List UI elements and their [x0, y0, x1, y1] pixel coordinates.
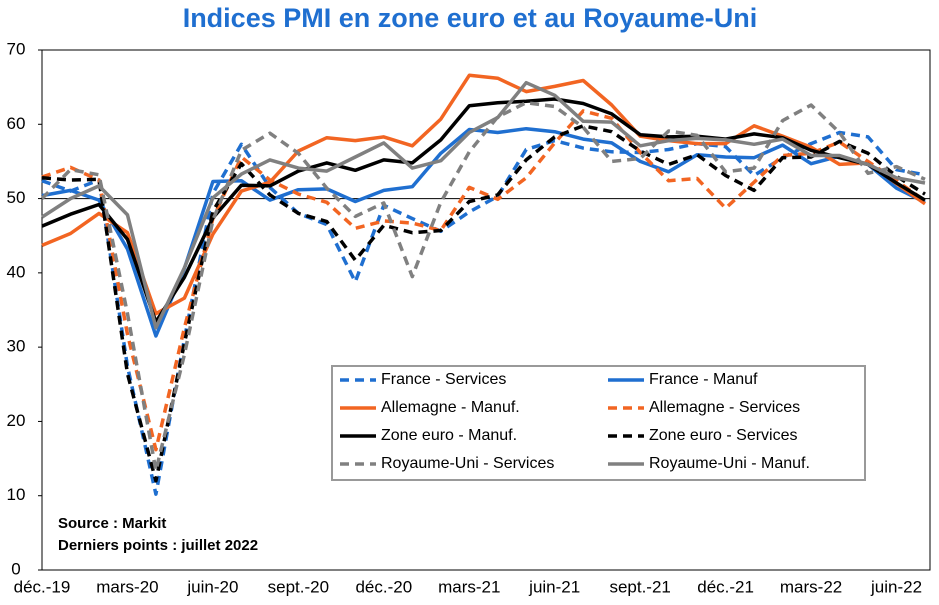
y-tick-label: 70: [7, 39, 26, 58]
x-tick-label: mars-22: [780, 577, 842, 596]
y-tick-label: 10: [7, 485, 26, 504]
source-note: Source : Markit: [58, 515, 166, 532]
series-line: [41, 109, 927, 452]
x-tick-label: sept.-21: [609, 577, 670, 596]
series-line: [41, 124, 926, 483]
series-line: [41, 97, 926, 324]
x-tick-label: mars-20: [96, 577, 158, 596]
x-tick-label: sept.-20: [268, 577, 329, 596]
legend-label: Royaume-Uni - Services: [381, 455, 554, 472]
y-tick-label: 0: [11, 559, 20, 578]
x-tick-label: juin-20: [186, 577, 238, 596]
y-tick-label: 40: [7, 262, 26, 281]
legend-label: Zone euro - Services: [649, 427, 798, 444]
legend-label: Royaume-Uni - Manuf.: [649, 455, 810, 472]
y-tick-label: 60: [7, 114, 26, 133]
legend-label: Allemagne - Manuf.: [381, 399, 520, 416]
legend: France - Services France - Manuf Allemagne…: [331, 365, 866, 481]
chart-title: Indices PMI en zone euro et au Royaume-U…: [183, 3, 758, 33]
x-tick-label: déc.-20: [355, 577, 412, 596]
legend-label: Zone euro - Manuf.: [381, 427, 517, 444]
legend-label: France - Manuf: [649, 371, 758, 388]
legend-label: Allemagne - Services: [649, 399, 800, 416]
x-tick-label: juin-22: [870, 577, 922, 596]
plot-frame: [41, 49, 931, 571]
x-tick-label: juin-21: [528, 577, 580, 596]
x-tick-label: déc.-19: [14, 577, 71, 596]
y-tick-label: 30: [7, 337, 26, 356]
series-line: [41, 80, 926, 330]
last-point-note: Derniers points : juillet 2022: [58, 537, 258, 554]
series-line: [41, 73, 927, 316]
y-tick-label: 20: [7, 411, 26, 430]
x-tick-label: mars-21: [438, 577, 500, 596]
x-tick-label: déc.-21: [697, 577, 754, 596]
y-tick-label: 50: [7, 188, 26, 207]
legend-label: France - Services: [381, 371, 506, 388]
legend-box: [331, 365, 866, 481]
series-line: [40, 100, 926, 473]
